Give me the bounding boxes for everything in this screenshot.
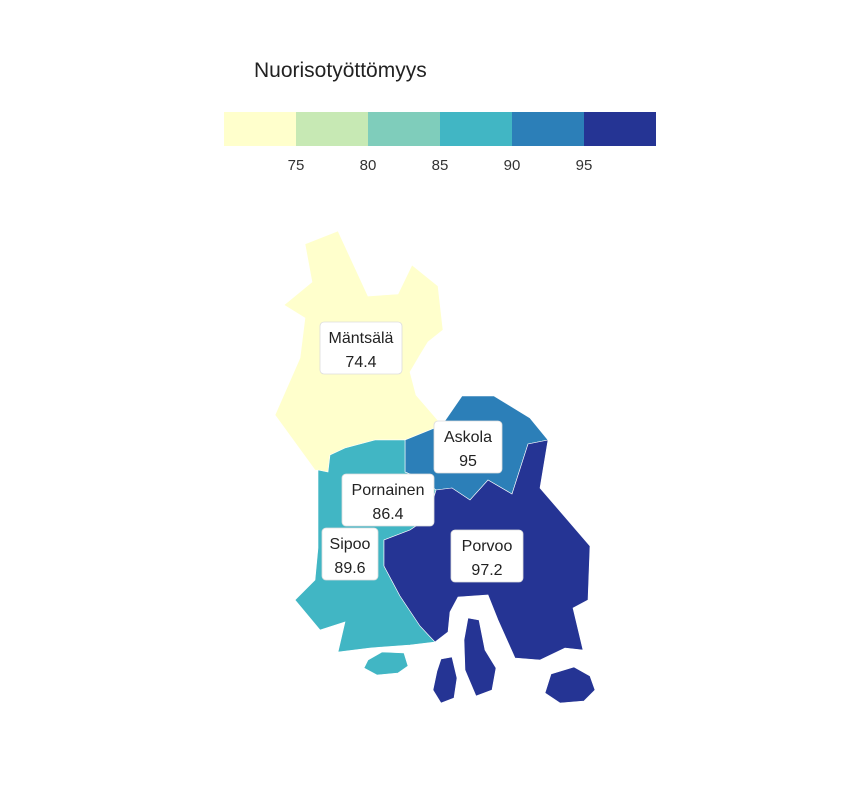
label-name: Porvoo [462, 538, 513, 555]
legend-title: Nuorisotyöttömyys [254, 59, 427, 82]
region-sipoo-island[interactable] [363, 651, 409, 676]
legend-swatch-3 [368, 112, 440, 146]
label-name: Mäntsälä [329, 330, 394, 347]
legend-swatch-1 [224, 112, 296, 146]
region-porvoo-island-1[interactable] [432, 656, 458, 704]
legend-tick-label: 75 [288, 157, 305, 174]
legend: Nuorisotyöttömyys 75 80 85 90 95 [224, 59, 656, 174]
legend-tick-label: 90 [504, 157, 521, 174]
region-porvoo-island-2[interactable] [463, 617, 497, 697]
label-box [319, 321, 403, 375]
label-porvoo: Porvoo 97.2 [450, 529, 524, 583]
region-porvoo-island-3[interactable] [544, 666, 596, 704]
label-pornainen: Pornainen 86.4 [341, 473, 435, 527]
label-box [321, 527, 379, 581]
label-name: Pornainen [352, 482, 425, 499]
legend-tick-label: 80 [360, 157, 377, 174]
label-value: 89.6 [334, 560, 365, 577]
label-askola: Askola 95 [433, 420, 503, 474]
label-mantsala: Mäntsälä 74.4 [319, 321, 403, 375]
legend-swatch-5 [512, 112, 584, 146]
label-value: 86.4 [372, 506, 403, 523]
legend-swatch-6 [584, 112, 656, 146]
label-sipoo: Sipoo 89.6 [321, 527, 379, 581]
label-box [341, 473, 435, 527]
label-name: Sipoo [330, 536, 371, 553]
label-value: 74.4 [345, 354, 376, 371]
label-box [450, 529, 524, 583]
legend-tick-label: 85 [432, 157, 449, 174]
legend-swatch-2 [296, 112, 368, 146]
legend-swatch-4 [440, 112, 512, 146]
area-labels: Mäntsälä 74.4 Askola 95 Pornainen 86.4 S… [319, 321, 524, 583]
label-value: 97.2 [471, 562, 502, 579]
label-value: 95 [459, 453, 477, 470]
label-name: Askola [444, 429, 492, 446]
label-box [433, 420, 503, 474]
legend-tick-label: 95 [576, 157, 593, 174]
